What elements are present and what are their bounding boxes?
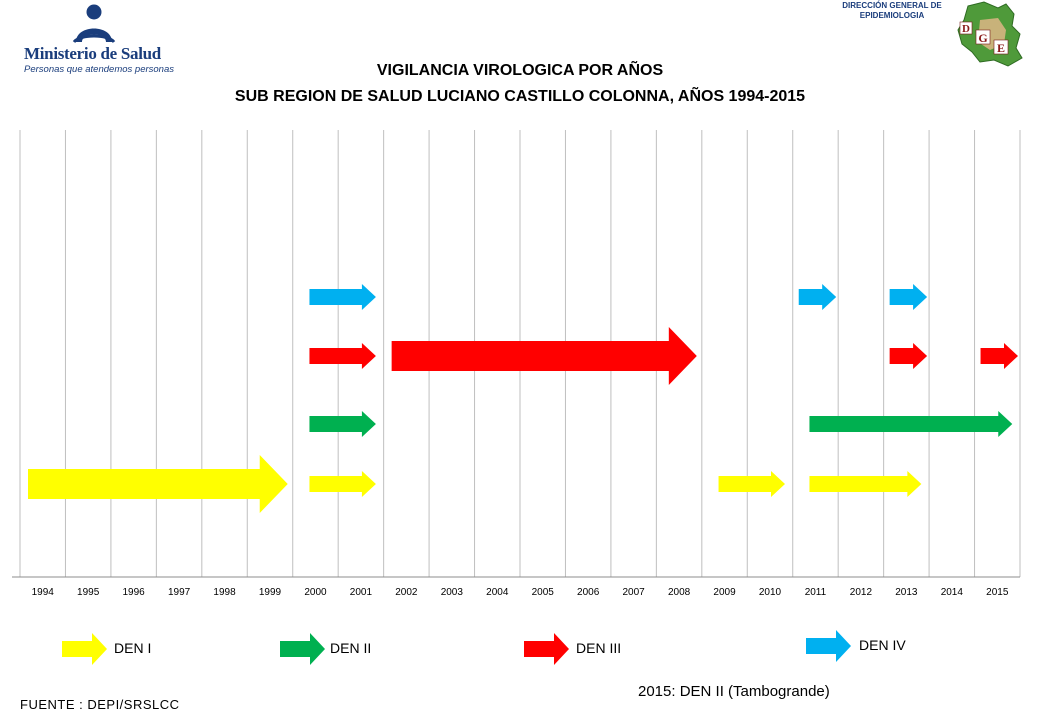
year-tick-label: 1999 [259, 587, 282, 598]
legend-label-den-iv: DEN IV [859, 637, 906, 653]
arrow-den-iv-2013-2013 [889, 284, 928, 310]
year-tick-label: 2005 [532, 587, 555, 598]
arrow-den-i-2000-2001 [309, 471, 376, 497]
legend-label-den-iii: DEN III [576, 640, 622, 656]
year-tick-label: 2015 [986, 587, 1009, 598]
arrow-den-i-1994-1999 [28, 455, 288, 513]
arrow-den-iv-2011-2011 [798, 284, 837, 310]
year-tick-label: 1994 [32, 587, 55, 598]
dge-heading-line2: EPIDEMIOLOGIA [859, 11, 925, 20]
virology-timeline-chart: 1994 1995 1996 1997 1998 1999 2000 2001 2002 2003… [12, 130, 1021, 598]
year-tick-label: 2011 [805, 587, 827, 598]
year-tick-label: 2000 [304, 587, 327, 598]
year-tick-label: 2003 [441, 587, 464, 598]
arrow-den-iii-2015-2015 [980, 343, 1018, 369]
arrow-den-i-2011-2013 [809, 471, 922, 497]
arrow-den-iii-2013-2013 [889, 343, 928, 369]
year-tick-label: 1996 [123, 587, 146, 598]
svg-text:E: E [997, 41, 1005, 55]
year-tick-label: 1995 [77, 587, 100, 598]
legend-label-den-ii: DEN II [330, 640, 372, 656]
annotation-2015: 2015: DEN II (Tambogrande) [638, 683, 830, 700]
year-tick-label: 2013 [895, 587, 918, 598]
arrow-den-ii-2011-2015 [809, 411, 1013, 437]
legend-label-den-i: DEN I [114, 640, 152, 656]
legend-arrow-den-i [62, 633, 107, 665]
source-note: FUENTE : DEPI/SRSLCC [20, 697, 180, 712]
year-tick-label: 1997 [168, 587, 191, 598]
arrow-den-iii-2000-2001 [309, 343, 376, 369]
legend-arrow-den-iii [524, 633, 569, 665]
dge-heading: DIRECCIÓN GENERAL DE EPIDEMIOLOGIA [828, 1, 956, 21]
dge-heading-line1: DIRECCIÓN GENERAL DE [842, 1, 942, 10]
year-tick-label: 2008 [668, 587, 691, 598]
legend-arrow-den-ii [280, 633, 325, 665]
ministerio-de-salud-logo [72, 4, 116, 44]
logo-tagline: Personas que atendemos personas [24, 64, 174, 75]
year-tick-label: 2009 [713, 587, 736, 598]
year-tick-label: 2001 [350, 587, 373, 598]
arrow-den-ii-2000-2001 [309, 411, 376, 437]
legend-arrow-den-iv [806, 630, 851, 662]
year-tick-label: 2006 [577, 587, 600, 598]
grid-lines [12, 130, 1021, 578]
chart-title: VIGILANCIA VIROLOGICA POR AÑOS [376, 62, 664, 79]
year-tick-label: 2014 [941, 587, 964, 598]
year-tick-label: 2004 [486, 587, 509, 598]
svg-text:G: G [978, 31, 987, 45]
year-tick-label: 2010 [759, 587, 782, 598]
arrow-den-iii-2002-2008 [391, 327, 697, 385]
year-tick-label: 1998 [213, 587, 236, 598]
year-tick-label: 2002 [395, 587, 418, 598]
arrow-den-i-2009-2010 [718, 471, 785, 497]
year-tick-label: 2007 [623, 587, 646, 598]
dge-peru-map-logo: D G E [957, 1, 1023, 67]
serotype-arrows [28, 284, 1018, 513]
svg-text:D: D [962, 23, 970, 35]
chart-subtitle: SUB REGION DE SALUD LUCIANO CASTILLO COL… [234, 88, 806, 105]
year-tick-label: 2012 [850, 587, 873, 598]
logo-name: Ministerio de Salud [24, 44, 161, 63]
arrow-den-iv-2000-2001 [309, 284, 376, 310]
year-axis: 1994 1995 1996 1997 1998 1999 2000 2001 2002 2003… [32, 587, 1009, 598]
